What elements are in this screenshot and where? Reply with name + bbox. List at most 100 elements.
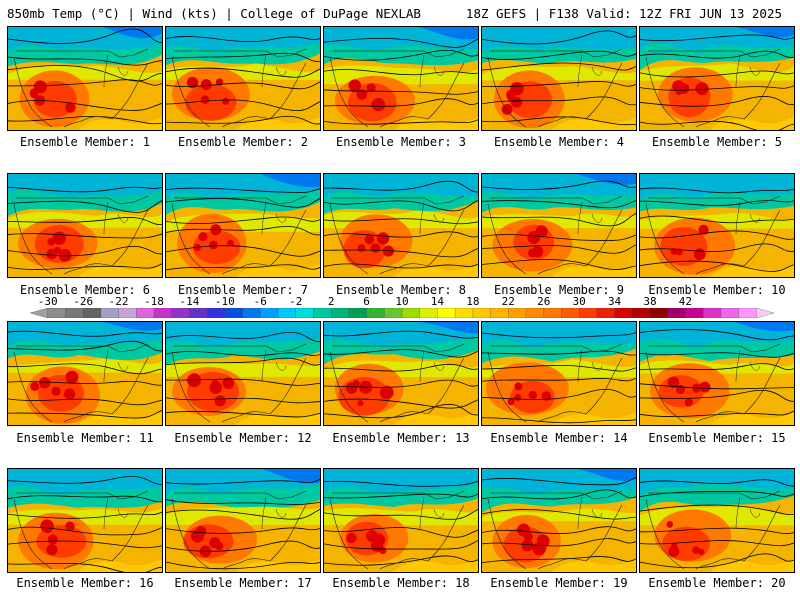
map-panel bbox=[7, 26, 163, 131]
map-panel bbox=[323, 468, 479, 573]
panel-caption: Ensemble Member: 1 bbox=[19, 135, 151, 149]
temperature-map bbox=[8, 174, 162, 277]
map-panel bbox=[165, 468, 321, 573]
map-panel bbox=[323, 26, 479, 131]
panel-caption: Ensemble Member: 17 bbox=[174, 576, 312, 590]
colorbar-swatch bbox=[366, 308, 385, 318]
temperature-map bbox=[640, 322, 794, 425]
colorbar-swatch bbox=[224, 308, 244, 318]
colorbar-swatch bbox=[614, 308, 633, 318]
map-panel bbox=[165, 173, 321, 278]
colorbar-swatch bbox=[702, 308, 722, 318]
colorbar-swatch bbox=[171, 308, 191, 318]
colorbar-tick-label: -18 bbox=[144, 295, 164, 308]
temperature-map bbox=[640, 469, 794, 572]
colorbar-swatch bbox=[118, 308, 137, 318]
map-panel bbox=[165, 26, 321, 131]
colorbar-swatch bbox=[242, 308, 261, 318]
colorbar-swatch bbox=[136, 308, 155, 318]
colorbar-swatch bbox=[330, 308, 350, 318]
chart-title: 850mb Temp (°C) | Wind (kts) | College o… bbox=[7, 6, 421, 21]
panel-caption: Ensemble Member: 9 bbox=[493, 283, 625, 297]
colorbar-labels: -30 -26 -22 -18 -14 -10 -6 -2 2 6 10 14 18 22 26 30 34 38… bbox=[0, 296, 800, 309]
colorbar bbox=[30, 308, 774, 318]
temperature-map bbox=[8, 469, 162, 572]
panel-caption: Ensemble Member: 20 bbox=[648, 576, 786, 590]
panel-caption: Ensemble Member: 3 bbox=[335, 135, 467, 149]
temperature-map bbox=[482, 469, 636, 572]
panel-caption: Ensemble Member: 5 bbox=[651, 135, 783, 149]
colorbar-swatch bbox=[508, 308, 527, 318]
colorbar-swatch bbox=[153, 308, 173, 318]
temperature-map bbox=[482, 322, 636, 425]
colorbar-swatch bbox=[649, 308, 669, 318]
map-panel bbox=[7, 321, 163, 426]
colorbar-tick-label: 26 bbox=[537, 295, 551, 308]
temperature-map bbox=[640, 27, 794, 130]
colorbar-swatch bbox=[685, 308, 704, 318]
panel-caption: Ensemble Member: 6 bbox=[19, 283, 151, 297]
map-panel bbox=[481, 26, 637, 131]
colorbar-tick-label: 2 bbox=[327, 295, 335, 308]
map-panel bbox=[481, 321, 637, 426]
colorbar-tick-label: 10 bbox=[395, 295, 409, 308]
map-panel bbox=[481, 173, 637, 278]
panel-caption: Ensemble Member: 8 bbox=[335, 283, 467, 297]
colorbar-swatch bbox=[384, 308, 403, 318]
colorbar-swatch bbox=[472, 308, 492, 318]
temperature-map bbox=[324, 322, 478, 425]
colorbar-swatch bbox=[543, 308, 563, 318]
colorbar-swatch bbox=[260, 308, 279, 318]
colorbar-swatch bbox=[100, 308, 120, 318]
colorbar-tick-label: 18 bbox=[466, 295, 480, 308]
panel-caption: Ensemble Member: 16 bbox=[16, 576, 154, 590]
colorbar-swatch bbox=[348, 308, 368, 318]
colorbar-tick-label: 38 bbox=[643, 295, 657, 308]
temperature-map bbox=[482, 174, 636, 277]
map-panel bbox=[165, 321, 321, 426]
panel-caption: Ensemble Member: 15 bbox=[648, 431, 786, 445]
colorbar-swatch bbox=[206, 308, 226, 318]
colorbar-tick-label: -6 bbox=[253, 295, 267, 308]
panel-caption: Ensemble Member: 2 bbox=[177, 135, 309, 149]
colorbar-swatch bbox=[295, 308, 315, 318]
colorbar-tick-label: -2 bbox=[289, 295, 303, 308]
colorbar-tick-label: -14 bbox=[179, 295, 200, 308]
colorbar-swatch bbox=[454, 308, 474, 318]
temperature-map bbox=[166, 174, 320, 277]
colorbar-swatch bbox=[437, 308, 456, 318]
panel-caption: Ensemble Member: 7 bbox=[177, 283, 309, 297]
colorbar-swatch bbox=[578, 308, 598, 318]
temperature-map bbox=[166, 27, 320, 130]
temperature-map bbox=[8, 27, 162, 130]
panel-caption: Ensemble Member: 19 bbox=[490, 576, 628, 590]
temperature-map bbox=[640, 174, 794, 277]
panel-caption: Ensemble Member: 14 bbox=[490, 431, 628, 445]
valid-time: 18Z GEFS | F138 Valid: 12Z FRI JUN 13 20… bbox=[465, 6, 782, 21]
map-panel bbox=[7, 173, 163, 278]
colorbar-tick-label: -10 bbox=[214, 295, 235, 308]
colorbar-tick-label: 14 bbox=[430, 295, 445, 308]
temperature-map bbox=[324, 174, 478, 277]
map-panel bbox=[481, 468, 637, 573]
colorbar-swatch bbox=[419, 308, 439, 318]
colorbar-tick-label: 22 bbox=[501, 295, 515, 308]
map-panel bbox=[323, 173, 479, 278]
colorbar-swatch bbox=[561, 308, 580, 318]
colorbar-swatch bbox=[596, 308, 616, 318]
temperature-map bbox=[482, 27, 636, 130]
colorbar-swatch bbox=[720, 308, 740, 318]
map-panel bbox=[7, 468, 163, 573]
colorbar-swatch bbox=[189, 308, 208, 318]
temperature-map bbox=[166, 469, 320, 572]
colorbar-swatch bbox=[277, 308, 297, 318]
colorbar-swatch bbox=[401, 308, 421, 318]
colorbar-swatch bbox=[313, 308, 332, 318]
panel-caption: Ensemble Member: 10 bbox=[648, 283, 786, 297]
panel-caption: Ensemble Member: 11 bbox=[16, 431, 154, 445]
colorbar-tick-label: 6 bbox=[363, 295, 370, 308]
map-panel bbox=[639, 321, 795, 426]
colorbar-tick-label: -30 bbox=[37, 295, 58, 308]
map-panel bbox=[639, 468, 795, 573]
